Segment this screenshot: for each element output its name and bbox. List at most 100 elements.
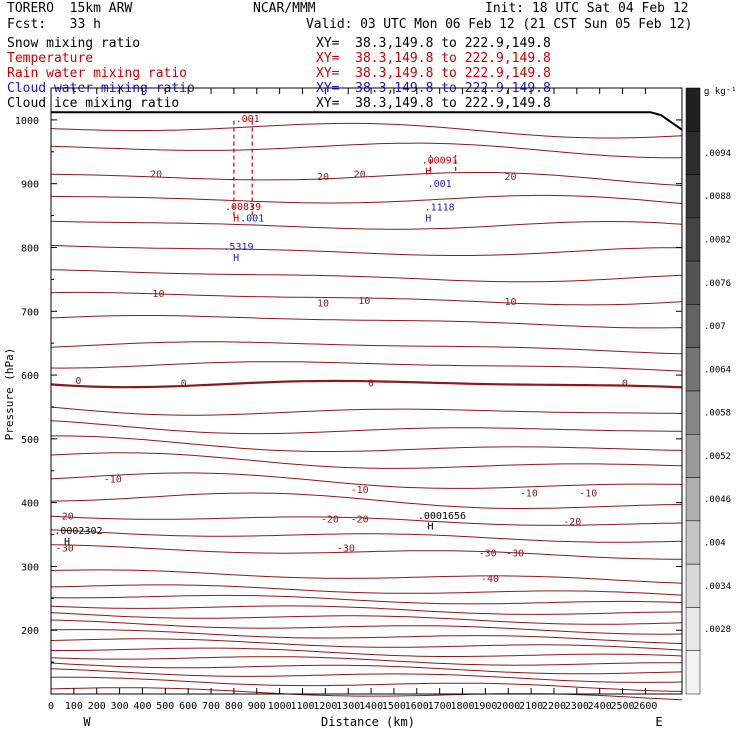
colorbar-label: .0094	[704, 149, 731, 159]
x-tick-label: 2200	[542, 701, 566, 712]
plot-frame	[50, 87, 683, 695]
contour-label: H	[233, 253, 239, 264]
contour-labels: -40 -30 -30 -30 -30 -20 -20 -20 -20 -10 -10 -10 -10 0…	[54, 114, 628, 585]
field-temperature-label: Temperature	[7, 51, 94, 66]
temperature-contour	[50, 629, 683, 644]
colorbar-label: .0034	[704, 582, 731, 592]
field-snow-label: Snow mixing ratio	[7, 36, 141, 51]
contour-label: H	[427, 522, 433, 533]
x-tick-label: 1600	[405, 701, 429, 712]
contour-label: -30	[337, 543, 355, 554]
x-tick-label: 2000	[496, 701, 520, 712]
x-tick-label: 900	[248, 701, 266, 712]
temperature-contour	[50, 492, 683, 509]
colorbar-swatch	[685, 477, 701, 522]
contour-label: 10	[505, 297, 517, 308]
temperature-contour	[50, 379, 683, 389]
temperature-contour	[50, 472, 683, 489]
temperature-contour	[50, 662, 683, 675]
colorbar: .0094 .0088 .0082 .0076 .007 .0064 .0058 .0052.…	[685, 87, 731, 695]
colorbar-swatch	[685, 304, 701, 348]
x-tick-label: 1400	[359, 701, 383, 712]
contour-label: .1118	[425, 203, 455, 214]
temperature-contour	[50, 638, 683, 651]
contour-label: 10	[317, 298, 329, 309]
temperature-contour	[51, 647, 683, 657]
x-tick-label: 2300	[565, 701, 589, 712]
colorbar-label: .007	[704, 322, 726, 332]
colorbar-swatch	[685, 217, 701, 262]
temperature-contour	[50, 361, 683, 372]
contour-label: 20	[354, 169, 366, 180]
temperature-contour	[50, 172, 683, 187]
colorbar-swatch	[685, 390, 701, 435]
temperature-contour	[50, 220, 683, 230]
contour-label: 20	[505, 172, 517, 183]
temperature-contour	[50, 515, 683, 526]
temperature-contour	[50, 122, 683, 139]
contour-label: -30	[56, 543, 74, 554]
valid-time: Valid: 03 UTC Mon 06 Feb 12 (21 CST Sun …	[306, 17, 693, 32]
colorbar-swatch	[685, 131, 701, 175]
temperature-contour	[50, 529, 683, 543]
contour-label: -10	[104, 474, 122, 485]
temperature-contour	[50, 315, 683, 329]
x-tick-label: 1200	[313, 701, 337, 712]
temperature-contour	[50, 687, 683, 701]
x-tick-label: 1300	[336, 701, 360, 712]
y-tick-label: 800	[21, 243, 39, 254]
field-cloud-ice-xy: XY= 38.3,149.8 to 222.9,149.8	[316, 96, 551, 111]
contour-label: .0001656	[418, 511, 466, 522]
y-tick-label: 900	[21, 180, 39, 191]
colorbar-swatch	[685, 650, 701, 695]
colorbar-swatch	[685, 174, 701, 219]
x-tick-label: 300	[111, 701, 129, 712]
temperature-contour	[50, 244, 682, 256]
contour-label: .0002302	[54, 526, 102, 537]
x-tick-label: 700	[202, 701, 220, 712]
x-tick-label: 500	[156, 701, 174, 712]
terrain-line	[51, 111, 683, 131]
contour-label: .00839	[225, 202, 261, 213]
y-axis-title: Pressure (hPa)	[3, 348, 16, 441]
field-rain-label: Rain water mixing ratio	[7, 66, 188, 81]
x-tick-label: 0	[48, 701, 54, 712]
x-tick-label: 1500	[382, 701, 406, 712]
y-tick-label: 1000	[15, 116, 39, 127]
y-tick-label: 400	[21, 499, 39, 510]
forecast-hour: Fcst: 33 h	[7, 17, 101, 32]
colorbar-swatch	[685, 563, 701, 608]
contour-label: .001	[428, 179, 452, 190]
contour-label: 20	[150, 169, 162, 180]
x-tick-label: 2600	[633, 701, 657, 712]
contour-label: 0	[622, 379, 628, 390]
field-temperature-xy: XY= 38.3,149.8 to 222.9,149.8	[316, 51, 551, 66]
contour-label: H	[425, 213, 431, 224]
y-tick-label: 300	[21, 562, 39, 573]
temperature-contour	[50, 194, 683, 205]
temperature-contour	[50, 452, 683, 469]
y-tick-label: 700	[21, 307, 39, 318]
temperature-contour	[50, 291, 683, 306]
init-time: Init: 18 UTC Sat 04 Feb 12	[485, 1, 689, 16]
field-snow-xy: XY= 38.3,149.8 to 222.9,149.8	[316, 36, 551, 51]
colorbar-swatch	[685, 520, 701, 565]
x-tick-label: 2100	[519, 701, 543, 712]
contour-label: 10	[358, 296, 370, 307]
y-tick-label: 200	[21, 626, 39, 637]
temperature-contour	[50, 544, 682, 560]
contour-label: -10	[579, 488, 597, 499]
colorbar-swatch	[685, 87, 701, 132]
colorbar-label: .0052	[704, 452, 731, 462]
colorbar-swatch	[685, 260, 701, 305]
contour-label: .00091	[422, 155, 458, 166]
x-tick-label: 400	[133, 701, 151, 712]
center-name: NCAR/MMM	[253, 1, 316, 16]
colorbar-label: .0028	[704, 625, 731, 635]
x-tick-label: 600	[179, 701, 197, 712]
y-tick-label: 500	[21, 435, 39, 446]
temperature-contour	[50, 594, 683, 605]
model-title: TORERO 15km ARW	[7, 1, 133, 16]
east-label: E	[655, 715, 662, 729]
